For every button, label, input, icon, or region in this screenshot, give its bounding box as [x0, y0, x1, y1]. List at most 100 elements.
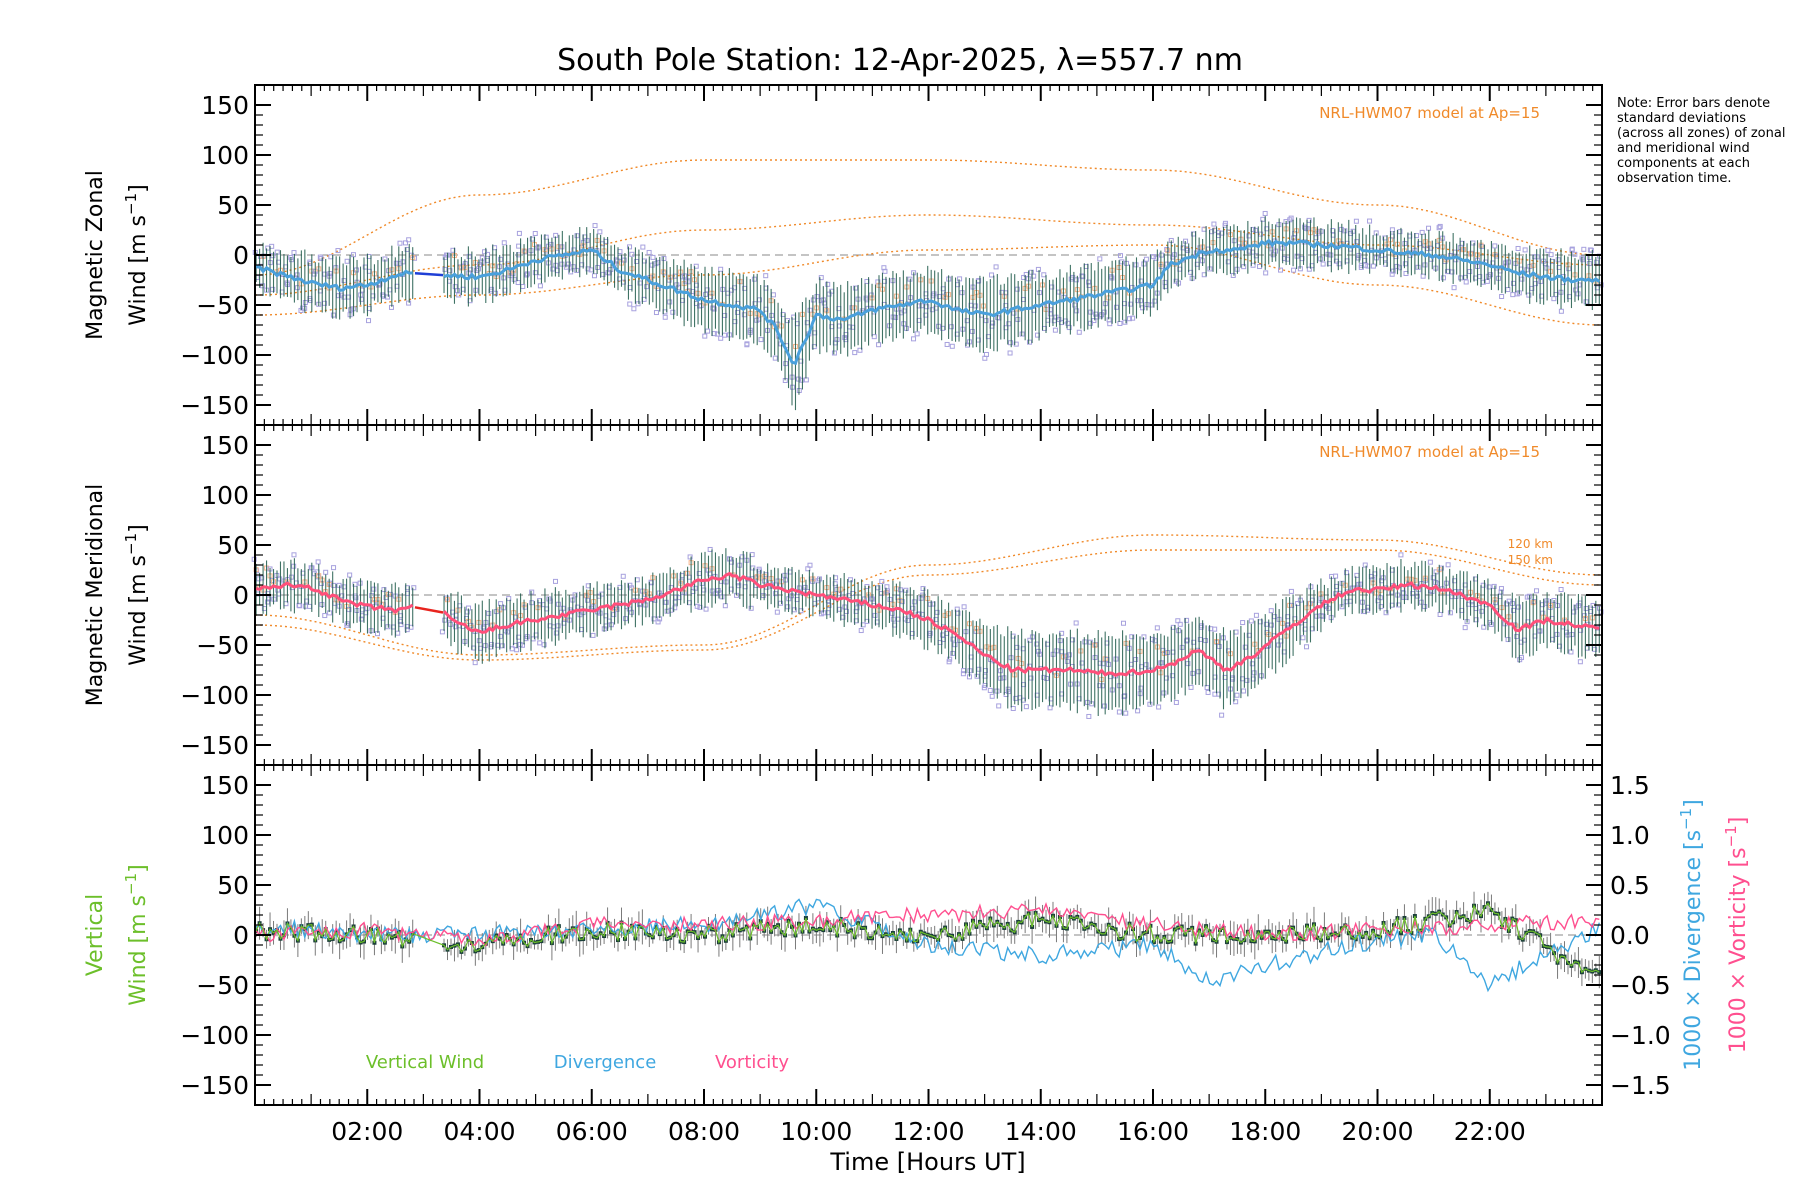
zone-point — [882, 268, 888, 274]
zone-point — [1515, 245, 1521, 251]
vertical-point — [1597, 970, 1602, 975]
x-tick-label: 06:00 — [556, 1117, 628, 1146]
zone-point — [1014, 286, 1020, 292]
zone-point — [889, 610, 895, 616]
y-tick-label: −150 — [180, 391, 249, 420]
zone-point — [585, 266, 591, 272]
zonal-ylabel-line1: Magnetic Zonal — [83, 170, 108, 340]
zone-point — [1268, 608, 1274, 614]
zone-point — [1205, 689, 1211, 695]
alt-label-120: 120 km — [1508, 537, 1553, 551]
zone-point — [1027, 339, 1033, 345]
zone-point — [1241, 688, 1247, 694]
legend-vorticity: Vorticity — [715, 1052, 789, 1073]
zone-point — [1462, 625, 1468, 631]
zone-point — [1370, 263, 1376, 269]
zone-point — [1306, 266, 1312, 272]
zone-point — [397, 240, 403, 246]
zone-point — [472, 660, 478, 666]
chart-title: South Pole Station: 12-Apr-2025, λ=557.7… — [557, 43, 1243, 78]
x-tick-label: 10:00 — [780, 1117, 852, 1146]
zone-point — [911, 336, 917, 342]
zone-point — [322, 613, 328, 619]
zone-point — [308, 565, 314, 571]
meridional-model-curve-1 — [254, 549, 1603, 661]
zone-point — [871, 334, 877, 340]
zone-point — [635, 301, 641, 307]
zone-point — [1197, 245, 1203, 251]
zone-point — [1491, 583, 1497, 589]
zone-point — [1185, 661, 1191, 667]
zone-point — [1360, 609, 1366, 615]
meridional-ylabel-line2: Wind [m s−1] — [122, 524, 151, 665]
zone-point — [1389, 227, 1395, 233]
zone-point — [331, 565, 337, 571]
zone-point — [1087, 320, 1093, 326]
zone-point — [442, 617, 448, 623]
zone-point — [1117, 253, 1123, 259]
zone-point — [1367, 218, 1373, 224]
zone-point — [358, 296, 364, 302]
zone-point — [555, 623, 561, 629]
zone-point — [1524, 267, 1530, 273]
zone-point — [466, 253, 472, 259]
zone-point — [497, 633, 503, 639]
zone-point — [369, 593, 375, 599]
zone-point — [1577, 659, 1583, 665]
zone-point — [307, 603, 313, 609]
zone-point — [1233, 699, 1239, 705]
zone-point — [1430, 575, 1436, 581]
meridional-error-bars — [255, 548, 1600, 716]
zone-point — [537, 283, 543, 289]
zone-point — [946, 659, 952, 665]
zone-point — [1074, 308, 1080, 314]
vertical-ylabel-line1: Vertical — [83, 894, 108, 976]
zone-point — [384, 294, 390, 300]
zone-point — [366, 318, 372, 324]
zone-point — [748, 605, 754, 611]
zone-point — [1569, 246, 1575, 252]
zone-point — [974, 673, 980, 679]
zone-point — [1451, 285, 1457, 291]
zone-point — [297, 603, 303, 609]
x-tick-label: 20:00 — [1341, 1117, 1413, 1146]
zone-point — [620, 573, 626, 579]
zone-point — [395, 630, 401, 636]
x-tick-label: 22:00 — [1454, 1117, 1526, 1146]
zone-point — [1086, 713, 1092, 719]
zone-point — [511, 276, 517, 282]
zone-point — [947, 656, 953, 662]
zone-point — [715, 587, 721, 593]
zone-point — [1047, 311, 1053, 317]
zone-point — [1023, 704, 1029, 710]
meridional-model-curve-0 — [254, 534, 1603, 656]
zone-point — [989, 693, 995, 699]
zone-point — [347, 572, 353, 578]
zone-point — [1445, 562, 1451, 568]
zone-point — [520, 284, 526, 290]
zone-point — [1100, 683, 1106, 689]
zone-point — [960, 671, 966, 677]
zone-point — [486, 610, 492, 616]
right-tick-label: −0.5 — [1610, 971, 1671, 1000]
y-tick-label: 50 — [217, 871, 249, 900]
zone-point — [1467, 269, 1473, 275]
zone-point — [1278, 267, 1284, 273]
zone-point — [1498, 589, 1504, 595]
zone-point — [1362, 562, 1368, 568]
zone-point — [1007, 350, 1013, 356]
zone-point — [1555, 257, 1561, 263]
zone-point — [973, 303, 979, 309]
zone-point — [868, 292, 874, 298]
zone-point — [501, 240, 507, 246]
zone-point — [1241, 264, 1247, 270]
x-tick-label: 08:00 — [668, 1117, 740, 1146]
zone-point — [950, 636, 956, 642]
zone-point — [1143, 256, 1149, 262]
zone-point — [893, 315, 899, 321]
zone-point — [1486, 584, 1492, 590]
zone-point — [1035, 648, 1041, 654]
zone-point — [406, 300, 412, 306]
zone-point — [317, 254, 323, 260]
zone-point — [914, 331, 920, 337]
